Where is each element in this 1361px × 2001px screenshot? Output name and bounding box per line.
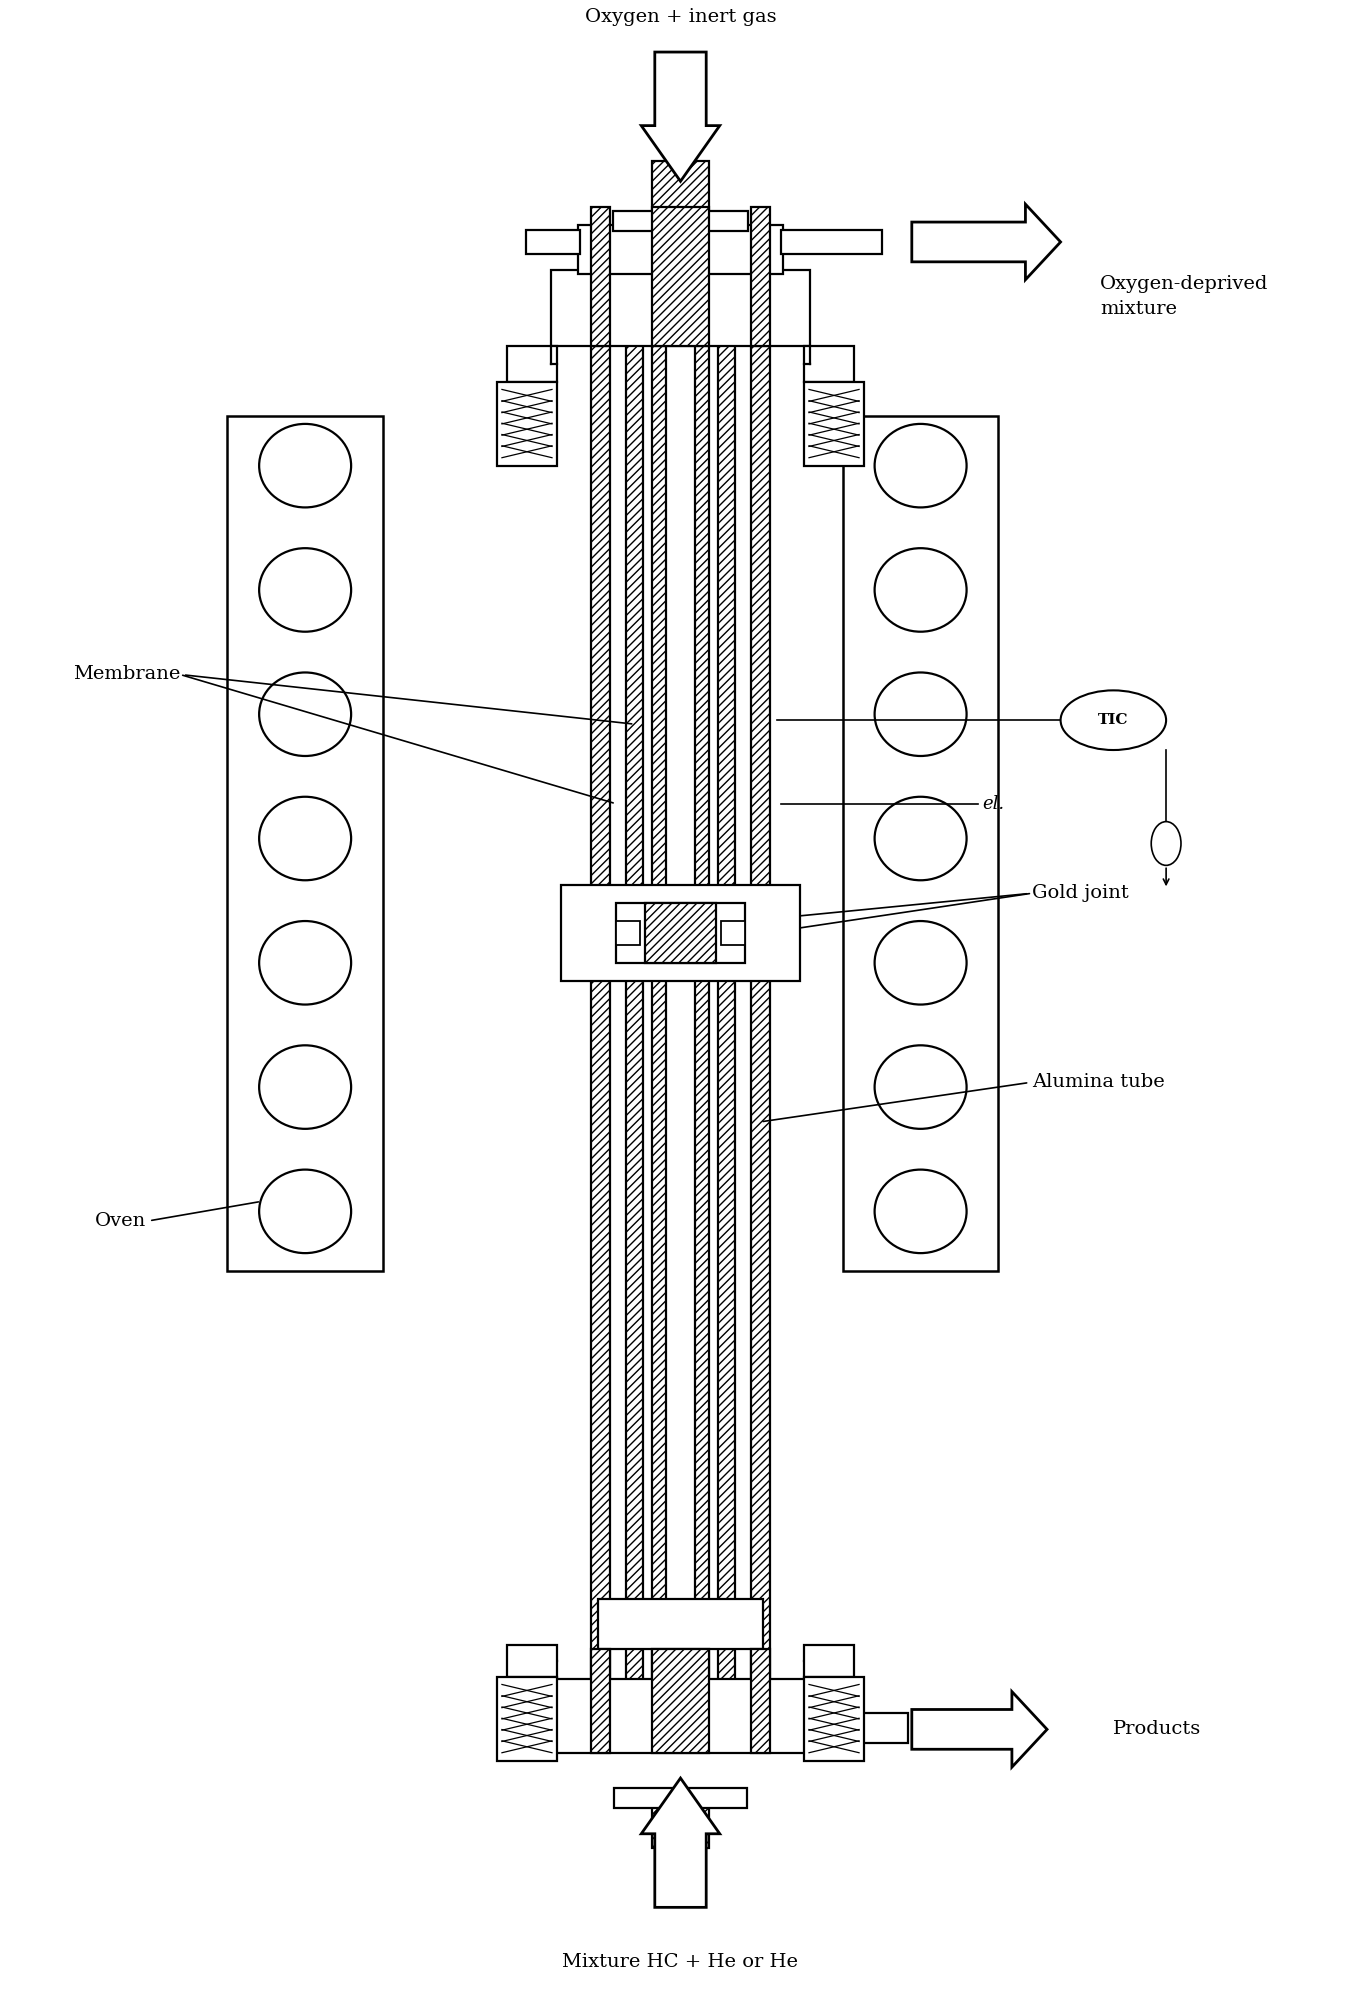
Bar <box>652 1649 709 1753</box>
Bar <box>751 246 770 1749</box>
Bar <box>615 902 746 962</box>
Bar <box>591 246 610 1749</box>
Ellipse shape <box>259 1045 351 1129</box>
Circle shape <box>1151 822 1181 864</box>
Bar <box>562 884 799 980</box>
Ellipse shape <box>875 424 966 508</box>
Bar <box>508 1645 558 1677</box>
Bar <box>652 1793 709 1847</box>
Bar <box>527 230 580 254</box>
Ellipse shape <box>875 672 966 756</box>
Bar <box>803 1677 864 1761</box>
Bar <box>614 1789 747 1809</box>
Bar <box>551 270 810 346</box>
Text: Alumina tube: Alumina tube <box>764 1073 1165 1121</box>
Bar <box>591 1649 610 1753</box>
Bar <box>842 416 999 1271</box>
Text: el.: el. <box>983 794 1004 812</box>
Ellipse shape <box>875 920 966 1005</box>
Bar <box>803 382 864 466</box>
Ellipse shape <box>1060 690 1166 750</box>
Text: Membrane: Membrane <box>72 666 632 724</box>
Bar <box>497 382 558 466</box>
Bar <box>721 920 746 944</box>
Ellipse shape <box>875 1045 966 1129</box>
FancyArrow shape <box>641 52 720 182</box>
FancyArrow shape <box>912 204 1060 280</box>
Bar <box>551 1679 810 1753</box>
Bar <box>652 162 709 212</box>
Text: Products: Products <box>1113 1721 1202 1739</box>
Bar <box>612 212 749 230</box>
Bar <box>591 208 610 346</box>
Ellipse shape <box>875 548 966 632</box>
Bar <box>597 1599 764 1649</box>
Text: Oxygen-deprived
mixture: Oxygen-deprived mixture <box>1100 274 1268 318</box>
Text: TIC: TIC <box>1098 712 1128 726</box>
Ellipse shape <box>259 1171 351 1253</box>
Bar <box>803 1645 853 1677</box>
Bar <box>751 1649 770 1753</box>
Ellipse shape <box>875 796 966 880</box>
Bar <box>803 346 853 382</box>
Ellipse shape <box>875 1171 966 1253</box>
Bar <box>508 346 558 382</box>
Bar <box>751 208 770 346</box>
Ellipse shape <box>259 920 351 1005</box>
Bar <box>806 1713 908 1743</box>
Bar <box>719 246 735 1749</box>
Bar <box>695 246 709 1749</box>
Bar <box>652 208 709 346</box>
Bar <box>615 920 640 944</box>
Ellipse shape <box>259 548 351 632</box>
Bar <box>626 246 642 1749</box>
Ellipse shape <box>259 672 351 756</box>
Text: Mixture HC + He or He: Mixture HC + He or He <box>562 1953 799 1971</box>
Text: Oven: Oven <box>95 1203 259 1231</box>
Bar <box>781 230 882 254</box>
Bar <box>577 224 784 274</box>
FancyArrow shape <box>912 1691 1047 1767</box>
Ellipse shape <box>259 796 351 880</box>
Text: Gold joint: Gold joint <box>729 884 1128 922</box>
Bar <box>645 902 716 962</box>
Bar <box>227 416 382 1271</box>
Bar <box>497 1677 558 1761</box>
FancyArrow shape <box>641 1779 720 1907</box>
Text: Oxygen + inert gas: Oxygen + inert gas <box>585 8 776 26</box>
Bar <box>652 246 666 1749</box>
Ellipse shape <box>259 424 351 508</box>
